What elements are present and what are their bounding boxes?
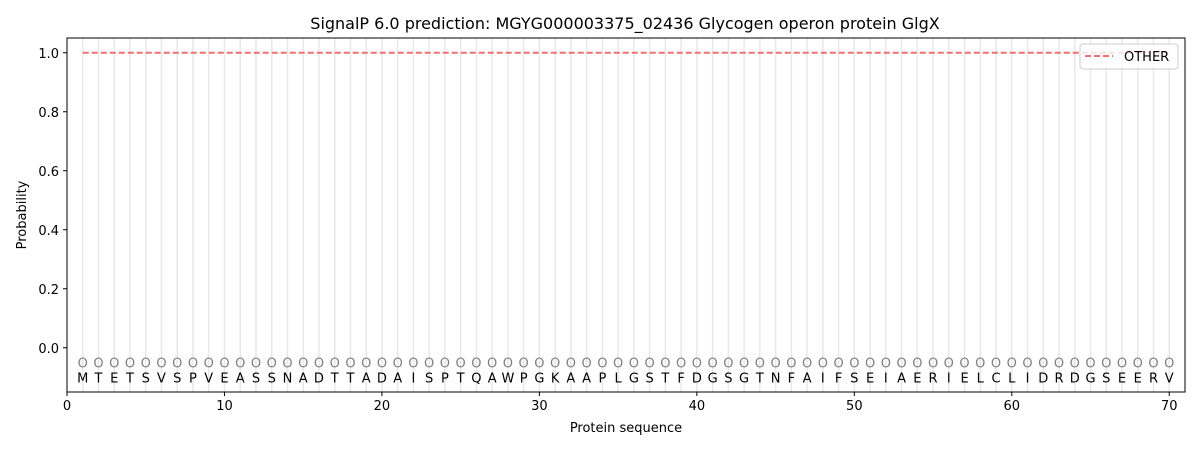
x-tick-label: 20 xyxy=(374,399,391,414)
plot-frame xyxy=(66,37,1186,393)
legend: OTHER xyxy=(1079,43,1179,70)
y-tick-label: 0.0 xyxy=(38,342,59,357)
y-axis-label: Probability xyxy=(15,180,30,249)
x-axis: 0 10 20 30 40 50 60 70 xyxy=(63,392,1178,414)
x-axis-label: Protein sequence xyxy=(570,421,682,436)
legend-box xyxy=(1079,43,1179,70)
x-tick-label: 0 xyxy=(63,399,71,414)
sequence-row: MTETSVSPVEASSNADTTADAISPTQAWPGKAAPLGSTFD… xyxy=(77,371,1174,386)
x-tick-label: 60 xyxy=(1004,399,1021,414)
x-tick-label: 40 xyxy=(689,399,706,414)
x-tick-label: 50 xyxy=(846,399,863,414)
predicted-labels-row: OOOOOOOOOOOOOOOOOOOOOOOOOOOOOOOOOOOOOOOO… xyxy=(78,357,1175,372)
y-axis: 0.0 0.2 0.4 0.6 0.8 1.0 xyxy=(38,47,67,357)
x-tick-label: 10 xyxy=(216,399,233,414)
grid xyxy=(81,38,1171,392)
y-tick-label: 0.4 xyxy=(38,224,59,239)
y-tick-label: 0.8 xyxy=(38,106,59,121)
chart-title: SignalP 6.0 prediction: MGYG000003375_02… xyxy=(310,14,939,34)
x-tick-label: 30 xyxy=(531,399,548,414)
y-tick-label: 0.6 xyxy=(38,165,59,180)
x-tick-label: 70 xyxy=(1161,399,1178,414)
y-tick-label: 1.0 xyxy=(38,47,59,62)
marks: OOOOOOOOOOOOOOOOOOOOOOOOOOOOOOOOOOOOOOOO… xyxy=(77,51,1175,386)
y-tick-label: 0.2 xyxy=(38,283,59,298)
legend-label-other: OTHER xyxy=(1124,50,1169,65)
